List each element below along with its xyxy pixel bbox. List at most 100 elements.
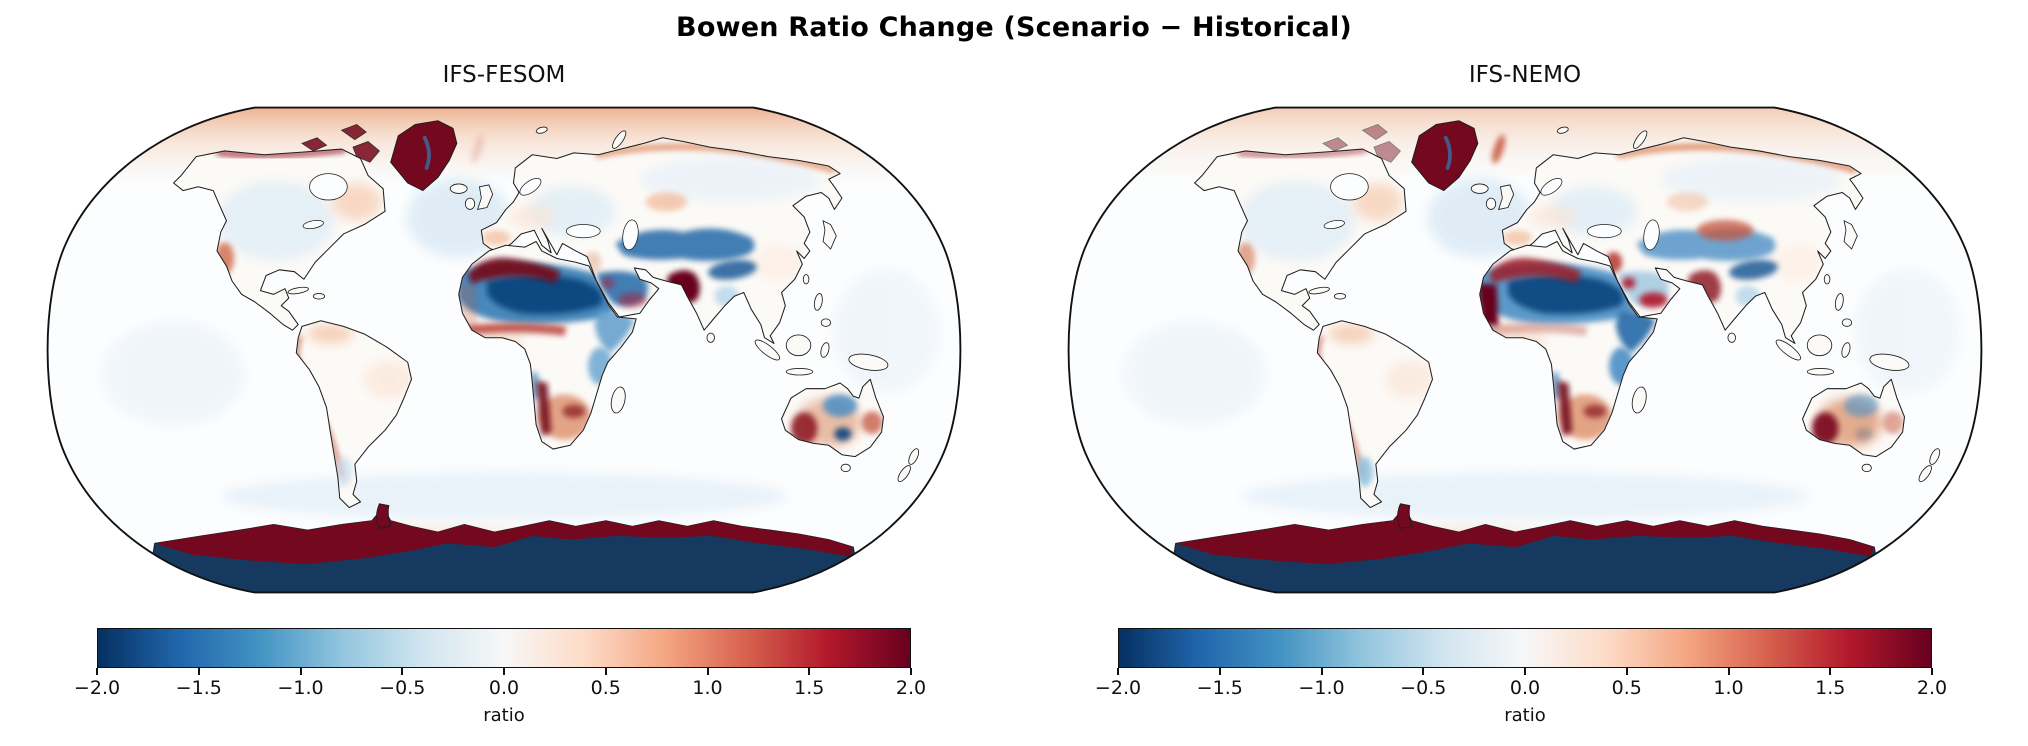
colorbar-axis: −2.0 −1.5 −1.0 −0.5 0.0 0.5 1.0 1.5 2.0 <box>74 668 926 704</box>
europe-wash <box>509 205 555 229</box>
iberia-wash <box>1503 230 1532 246</box>
madagascar <box>1631 386 1647 414</box>
colorbar-tick <box>1625 668 1628 675</box>
iceland <box>449 183 468 194</box>
new-guinea <box>848 353 889 371</box>
colorbar-block-right: −2.0 −1.5 −1.0 −0.5 0.0 0.5 1.0 1.5 2.0 ratio <box>1095 628 1947 726</box>
tasmania <box>840 463 851 473</box>
antarctic-peninsula <box>376 503 392 529</box>
sumatra <box>754 339 781 361</box>
greenland <box>1411 120 1479 192</box>
colorbar-tick-label: 0.0 <box>488 677 520 699</box>
novaya-zemlya <box>612 130 627 149</box>
colorbar-tick <box>96 668 98 675</box>
black-sea <box>1586 224 1622 239</box>
colorbar-tick <box>401 668 404 675</box>
svalbard <box>535 126 548 134</box>
colorbar-axis: −2.0 −1.5 −1.0 −0.5 0.0 0.5 1.0 1.5 2.0 <box>1095 668 1947 704</box>
horn-of-africa-patch <box>594 311 635 353</box>
luzon <box>813 293 823 311</box>
pacific-tint-west <box>1123 321 1266 426</box>
colorbar-tick <box>1524 668 1526 675</box>
brazil-wash <box>364 360 412 399</box>
colorbar-tick <box>197 668 200 675</box>
colorbar <box>97 628 911 668</box>
sulawesi <box>1841 342 1851 358</box>
siberia-wash <box>640 156 821 202</box>
west-siberia-warm-spot <box>645 192 688 212</box>
colorbar-tick <box>1422 668 1425 675</box>
north-america-interior-tint <box>217 181 335 261</box>
baltic-sea <box>519 177 542 196</box>
sri-lanka <box>706 332 715 343</box>
sahara-core <box>1508 274 1624 315</box>
japan <box>1843 219 1858 250</box>
southern-chile-patch <box>335 456 353 487</box>
australia-north-blue <box>823 394 858 417</box>
black-sea <box>565 224 601 239</box>
lake-eyre-dark-blue <box>1855 427 1873 441</box>
islands <box>1308 126 1941 483</box>
colorbar-tick-label: −1.0 <box>277 677 324 699</box>
great-lakes <box>1323 220 1345 230</box>
africa-coastline <box>458 240 637 450</box>
australia-coastline <box>781 378 885 458</box>
borneo <box>1806 334 1833 357</box>
madagascar <box>610 386 626 414</box>
arabia-red-south <box>1639 292 1668 308</box>
china-wash <box>753 243 803 282</box>
colorbar-tick-label: 2.0 <box>895 677 927 699</box>
pacific-tint-east <box>834 269 939 393</box>
australia-coastline <box>1802 378 1906 458</box>
fram-strait-streak <box>1492 134 1506 164</box>
colorbar-tick <box>1829 668 1832 675</box>
colorbar-tick <box>1117 668 1119 675</box>
greenland-vein <box>1443 135 1452 170</box>
taiwan <box>802 274 810 285</box>
europe-wash <box>1530 205 1576 229</box>
arctic-coast-band <box>1237 149 1368 158</box>
map-ifs-fesom <box>32 100 976 600</box>
central-asia-blue <box>615 228 755 261</box>
great-lakes <box>302 220 324 230</box>
colorbar-tick-label: −1.5 <box>1196 677 1243 699</box>
new-zealand-south <box>897 465 911 483</box>
colorbar-tick <box>910 668 912 675</box>
iceland <box>1470 183 1489 194</box>
arabia-red-west <box>601 277 615 289</box>
map-outline <box>46 106 962 594</box>
north-america-interior-tint <box>1238 181 1356 261</box>
venezuela-wash <box>307 324 353 344</box>
colorbar-tick <box>299 668 302 675</box>
borneo <box>785 334 812 357</box>
arabia-red-south <box>618 292 647 308</box>
hispaniola <box>1333 292 1347 300</box>
sumatra <box>1775 339 1802 361</box>
colorbar-tick <box>1931 668 1933 675</box>
siberia-wash <box>1661 156 1842 202</box>
southern-ocean-tint <box>1241 472 1809 520</box>
world-map <box>1067 106 1983 594</box>
taiwan <box>1823 274 1831 285</box>
sahel-fringe <box>458 323 567 336</box>
colorbar-tick-label: −1.0 <box>1298 677 1345 699</box>
colorbar-tick <box>1320 668 1323 675</box>
central-asia-warm-streaks <box>1696 219 1754 241</box>
lakes <box>302 173 639 251</box>
west-siberia-warm-spot <box>1666 192 1709 212</box>
new-zealand-north <box>908 448 920 465</box>
colorbar-tick-label: 1.5 <box>794 677 825 699</box>
china-wash <box>1774 243 1824 282</box>
colorbar-tick-label: −0.5 <box>379 677 426 699</box>
mindanao <box>820 318 832 327</box>
colorbar-tick-label: −2.0 <box>1094 677 1142 699</box>
colorbar-tick <box>604 668 607 675</box>
south-america-coastline <box>295 320 413 509</box>
baffin-island <box>352 141 380 163</box>
colorbar-tick-label: −0.5 <box>1400 677 1447 699</box>
lake-eyre-dark-blue <box>834 427 852 441</box>
brazil-wash <box>1385 360 1433 399</box>
colorbar-tick-label: 0.5 <box>590 677 621 699</box>
colorbar-tick <box>1218 668 1221 675</box>
